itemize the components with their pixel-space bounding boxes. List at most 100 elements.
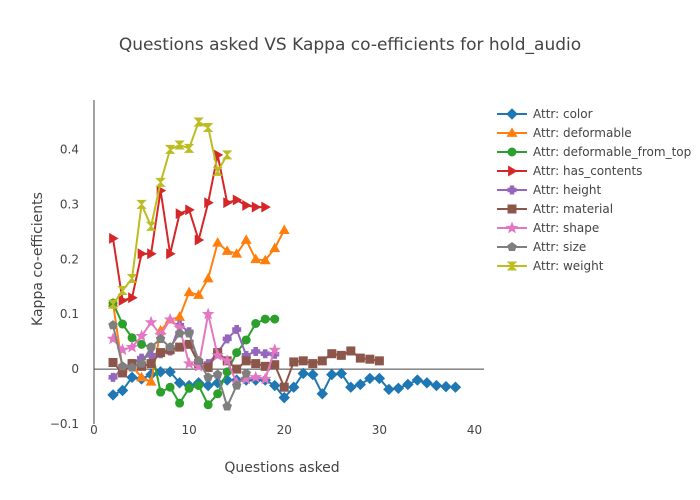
data-point — [430, 379, 443, 392]
data-point — [258, 372, 272, 385]
y-tick-label: 0.1 — [60, 307, 79, 321]
data-point — [166, 248, 176, 260]
data-point — [116, 384, 129, 397]
data-point — [232, 364, 242, 374]
data-point — [355, 353, 365, 363]
y-tick-label: 0.2 — [60, 252, 79, 266]
data-point — [175, 342, 185, 352]
series-weight — [107, 117, 233, 309]
data-point — [269, 379, 281, 392]
data-point — [145, 221, 157, 231]
y-tick-label: 0.4 — [60, 142, 79, 156]
legend-label: Attr: weight — [533, 259, 604, 273]
data-point — [232, 348, 242, 358]
data-point — [240, 234, 252, 244]
data-point — [126, 273, 138, 283]
data-point — [278, 224, 290, 235]
data-point — [185, 204, 195, 216]
data-point — [364, 372, 376, 385]
data-point — [109, 232, 119, 244]
data-point — [212, 369, 223, 379]
data-point — [392, 382, 405, 395]
data-point — [117, 286, 128, 296]
data-point — [144, 315, 158, 328]
data-point — [137, 339, 147, 349]
data-point — [260, 314, 270, 324]
data-point — [402, 378, 414, 391]
legend-item: Attr: height — [497, 183, 602, 197]
data-point — [242, 199, 252, 211]
data-point — [260, 349, 270, 359]
data-point — [145, 376, 157, 386]
data-point — [182, 356, 196, 369]
y-axis-label: Kappa co-efficients — [30, 192, 46, 326]
data-point — [126, 371, 138, 384]
data-point — [175, 208, 186, 220]
legend-item: Attr: deformable — [497, 126, 632, 140]
data-point — [137, 248, 148, 260]
legend-label: Attr: material — [533, 202, 613, 216]
x-tick-label: 40 — [467, 423, 482, 437]
legend-item: Attr: deformable_from_top — [497, 145, 691, 159]
data-point — [259, 254, 271, 265]
x-tick-label: 20 — [277, 423, 292, 437]
legend-label: Attr: color — [533, 107, 593, 121]
x-tick-label: 30 — [372, 423, 387, 437]
data-point — [261, 201, 271, 213]
data-point — [222, 334, 232, 344]
data-point — [232, 194, 243, 206]
data-point — [174, 140, 185, 150]
plot-area: 0 10 20 30 40 −0.1 0 0.1 0.2 0.3 0.4 — [50, 100, 484, 437]
data-point — [193, 355, 204, 365]
data-point — [298, 356, 308, 366]
data-point — [107, 299, 119, 309]
legend-marker — [507, 185, 517, 195]
data-point — [421, 377, 433, 389]
data-point — [163, 313, 177, 326]
legend-marker — [506, 108, 518, 120]
legend-item: Attr: weight — [497, 259, 604, 273]
data-point — [307, 368, 319, 381]
data-point — [184, 328, 194, 338]
legend-item: Attr: material — [497, 202, 613, 216]
data-point — [449, 381, 462, 393]
data-point — [373, 372, 386, 385]
legend-item: Attr: color — [497, 107, 593, 121]
legend-marker — [506, 261, 518, 271]
data-point — [268, 343, 282, 356]
x-tick-label: 0 — [90, 423, 98, 437]
x-axis-label: Questions asked — [224, 460, 339, 476]
data-point — [164, 144, 176, 154]
data-point — [203, 362, 213, 372]
legend-label: Attr: height — [533, 183, 602, 197]
data-point — [317, 356, 327, 366]
data-point — [316, 388, 329, 400]
data-point — [326, 368, 338, 381]
data-point — [108, 372, 118, 382]
data-point — [107, 389, 119, 401]
data-point — [411, 374, 424, 386]
y-tick-label: 0 — [71, 362, 79, 376]
data-point — [165, 342, 175, 352]
data-point — [117, 361, 128, 371]
data-point — [164, 366, 176, 378]
data-point — [193, 117, 204, 127]
data-point — [220, 354, 234, 367]
data-point — [212, 166, 223, 176]
data-point — [297, 367, 309, 380]
legend-item: Attr: has_contents — [497, 164, 642, 178]
data-point — [175, 398, 185, 408]
data-point — [174, 328, 185, 338]
legend-item: Attr: shape — [497, 221, 599, 235]
data-point — [135, 329, 148, 342]
series-size — [108, 320, 251, 411]
data-point — [279, 382, 289, 392]
series-material — [108, 339, 384, 392]
data-point — [136, 371, 148, 382]
data-point — [251, 201, 262, 213]
data-point — [136, 358, 147, 368]
data-point — [201, 307, 215, 320]
data-point — [165, 382, 175, 392]
data-point — [241, 368, 251, 378]
